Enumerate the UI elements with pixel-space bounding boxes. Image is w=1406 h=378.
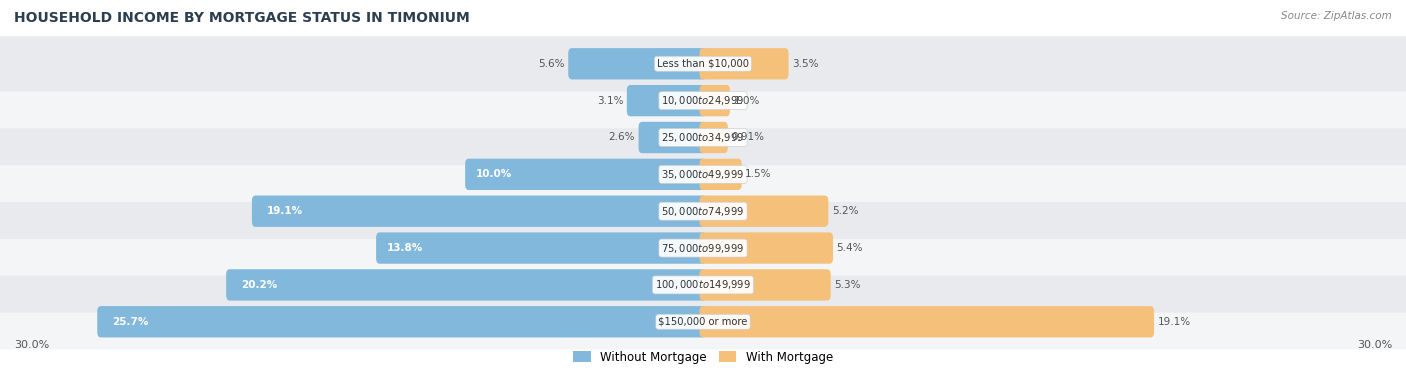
FancyBboxPatch shape [638,122,707,153]
Text: 30.0%: 30.0% [1357,340,1392,350]
Text: HOUSEHOLD INCOME BY MORTGAGE STATUS IN TIMONIUM: HOUSEHOLD INCOME BY MORTGAGE STATUS IN T… [14,11,470,25]
Text: 10.0%: 10.0% [475,169,512,179]
FancyBboxPatch shape [0,73,1406,128]
Legend: Without Mortgage, With Mortgage: Without Mortgage, With Mortgage [568,346,838,368]
Text: 30.0%: 30.0% [14,340,49,350]
Text: Less than $10,000: Less than $10,000 [657,59,749,69]
Text: 25.7%: 25.7% [112,317,149,327]
FancyBboxPatch shape [0,294,1406,349]
FancyBboxPatch shape [700,306,1154,338]
FancyBboxPatch shape [465,159,707,190]
Text: 20.2%: 20.2% [242,280,277,290]
FancyBboxPatch shape [226,269,707,301]
FancyBboxPatch shape [627,85,707,116]
FancyBboxPatch shape [0,147,1406,202]
Text: $25,000 to $34,999: $25,000 to $34,999 [661,131,745,144]
Text: 5.3%: 5.3% [834,280,860,290]
Text: 5.6%: 5.6% [538,59,565,69]
Text: $150,000 or more: $150,000 or more [658,317,748,327]
Text: 13.8%: 13.8% [387,243,423,253]
Text: $100,000 to $149,999: $100,000 to $149,999 [655,279,751,291]
Text: 19.1%: 19.1% [267,206,304,216]
FancyBboxPatch shape [700,48,789,79]
FancyBboxPatch shape [700,232,832,264]
FancyBboxPatch shape [700,195,828,227]
Text: 1.5%: 1.5% [745,169,772,179]
Text: 3.5%: 3.5% [792,59,818,69]
Text: 2.6%: 2.6% [609,133,636,143]
Text: 5.4%: 5.4% [837,243,863,253]
FancyBboxPatch shape [0,184,1406,239]
Text: 3.1%: 3.1% [596,96,623,105]
FancyBboxPatch shape [700,269,831,301]
FancyBboxPatch shape [375,232,707,264]
FancyBboxPatch shape [0,110,1406,165]
FancyBboxPatch shape [0,257,1406,313]
FancyBboxPatch shape [568,48,707,79]
FancyBboxPatch shape [0,220,1406,276]
Text: $10,000 to $24,999: $10,000 to $24,999 [661,94,745,107]
FancyBboxPatch shape [0,36,1406,91]
Text: 0.91%: 0.91% [731,133,765,143]
Text: $50,000 to $74,999: $50,000 to $74,999 [661,205,745,218]
FancyBboxPatch shape [700,159,742,190]
FancyBboxPatch shape [700,85,730,116]
Text: Source: ZipAtlas.com: Source: ZipAtlas.com [1281,11,1392,21]
FancyBboxPatch shape [700,122,728,153]
Text: 1.0%: 1.0% [734,96,759,105]
Text: $35,000 to $49,999: $35,000 to $49,999 [661,168,745,181]
Text: $75,000 to $99,999: $75,000 to $99,999 [661,242,745,254]
Text: 19.1%: 19.1% [1157,317,1191,327]
FancyBboxPatch shape [252,195,707,227]
Text: 5.2%: 5.2% [832,206,859,216]
FancyBboxPatch shape [97,306,707,338]
